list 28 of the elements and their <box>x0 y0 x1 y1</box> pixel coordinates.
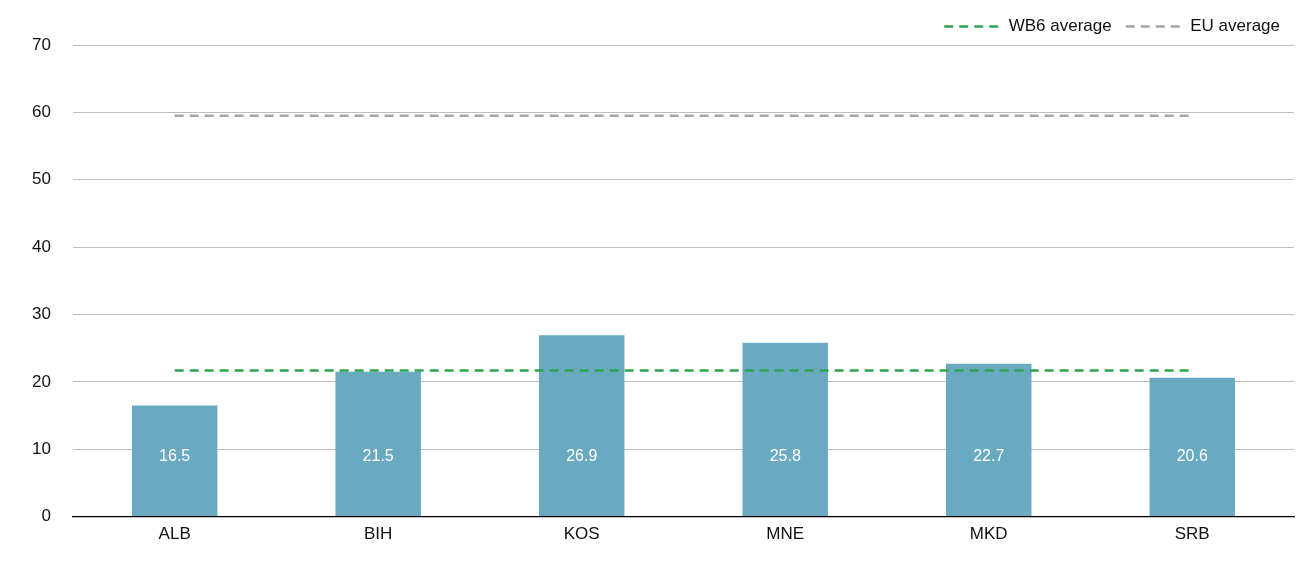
y-tick-label: 70 <box>31 34 51 54</box>
data-label: 26.9 <box>566 446 598 464</box>
legend-label: WB6 average <box>1008 16 1112 36</box>
bar <box>945 363 1032 517</box>
y-tick-label: 20 <box>31 371 51 391</box>
x-tick-label: MNE <box>766 524 805 544</box>
y-tick-label: 40 <box>31 236 51 256</box>
y-tick-label: 60 <box>31 102 51 122</box>
data-label: 20.6 <box>1176 446 1208 464</box>
bar <box>335 371 421 517</box>
legend-label: EU average <box>1190 16 1281 36</box>
bar <box>1149 377 1235 517</box>
data-label: 25.8 <box>769 446 801 464</box>
y-tick-label: 0 <box>41 506 51 526</box>
data-label: 22.7 <box>973 446 1005 464</box>
bar <box>538 335 625 517</box>
y-tick-label: 30 <box>31 304 51 324</box>
x-tick-label: BIH <box>364 524 393 544</box>
x-tick-label: SRB <box>1174 524 1210 544</box>
y-tick-label: 10 <box>31 438 51 458</box>
data-label: 16.5 <box>159 446 191 464</box>
x-tick-label: ALB <box>158 524 191 544</box>
x-tick-label: MKD <box>969 524 1008 544</box>
y-tick-label: 50 <box>31 169 51 189</box>
bar <box>742 342 828 517</box>
data-label: 21.5 <box>362 446 394 464</box>
bar <box>131 405 218 517</box>
x-tick-label: KOS <box>563 524 600 544</box>
